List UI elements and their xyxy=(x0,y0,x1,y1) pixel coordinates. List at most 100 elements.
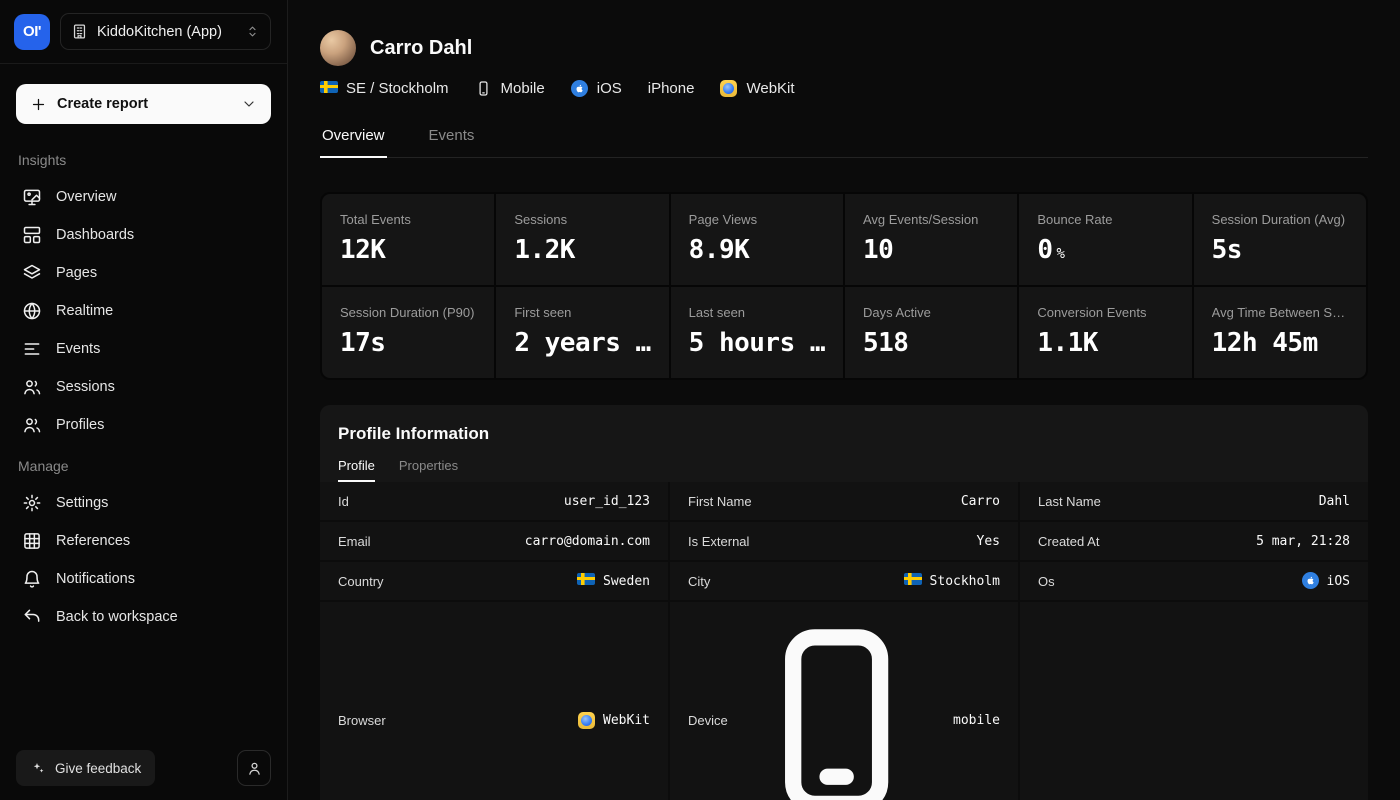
field-label: Id xyxy=(338,493,349,509)
sidebar-item-label: Overview xyxy=(56,189,117,205)
notifications-icon xyxy=(22,569,42,589)
meta-iphone: iPhone xyxy=(648,80,695,97)
sidebar-item-label: References xyxy=(56,533,131,549)
chevron-down-icon xyxy=(241,96,257,112)
stat-value: 12h 45m xyxy=(1211,328,1319,358)
tab-events[interactable]: Events xyxy=(428,127,475,144)
field-city: City Stockholm xyxy=(670,562,1018,600)
field-label: Browser xyxy=(338,713,386,729)
tab-overview[interactable]: Overview xyxy=(320,127,387,158)
create-report-button[interactable]: Create report xyxy=(16,84,271,124)
give-feedback-label: Give feedback xyxy=(55,760,142,776)
sidebar-item-realtime[interactable]: Realtime xyxy=(12,292,275,330)
stat-days-active: Days Active 518 xyxy=(844,287,1018,378)
stat-label: Page Views xyxy=(688,212,758,227)
stat-label: First seen xyxy=(514,305,572,320)
field-value: Sweden xyxy=(577,573,650,589)
stat-value: 10 xyxy=(862,235,894,265)
sidebar-item-label: Sessions xyxy=(56,379,115,395)
dashboards-icon xyxy=(22,225,42,245)
account-button[interactable] xyxy=(237,750,271,786)
meta-label: SE / Stockholm xyxy=(346,80,449,97)
nav-section-insights: Insights Overview Dashboards Pages Realt… xyxy=(12,138,275,444)
sidebar: OI' KiddoKitchen (App) Create report Ins… xyxy=(0,0,288,800)
stat-label: Session Duration (Avg) xyxy=(1211,212,1346,227)
app-logo[interactable]: OI' xyxy=(14,13,50,50)
meta-mobile: Mobile xyxy=(475,80,545,97)
table-row: Country Sweden City Stockholm Os iOS xyxy=(320,562,1368,600)
field-value: carro@domain.com xyxy=(524,533,650,549)
table-row: Email carro@domain.com Is External Yes C… xyxy=(320,522,1368,560)
profile-meta-row: SE / Stockholm Mobile iOS iPhone WebKit xyxy=(320,80,1368,97)
meta-webkit: WebKit xyxy=(720,80,795,97)
sidebar-item-references[interactable]: References xyxy=(12,522,275,560)
field-label: Country xyxy=(338,573,384,589)
give-feedback-button[interactable]: Give feedback xyxy=(16,750,156,786)
tab-properties[interactable]: Properties xyxy=(398,458,459,473)
back-icon xyxy=(22,607,42,627)
stat-label: Days Active xyxy=(862,305,931,320)
main-tabs: Overview Events xyxy=(320,127,1368,158)
field-label: City xyxy=(688,573,711,589)
sidebar-item-settings[interactable]: Settings xyxy=(12,484,275,522)
stat-label: Total Events xyxy=(340,212,411,227)
stat-value: 5s xyxy=(1211,235,1243,265)
field-label: Email xyxy=(338,533,371,549)
workspace-label: KiddoKitchen (App) xyxy=(97,23,222,40)
field-first-name: First Name Carro xyxy=(670,482,1018,520)
field-os: Os iOS xyxy=(1020,562,1368,600)
stat-value: 518 xyxy=(862,328,909,358)
profile-table: Id user_id_123 First Name Carro Last Nam… xyxy=(320,482,1368,800)
sidebar-item-dashboards[interactable]: Dashboards xyxy=(12,216,275,254)
sidebar-item-label: Pages xyxy=(56,265,98,281)
meta-label: iOS xyxy=(596,80,622,97)
create-report-label: Create report xyxy=(57,96,149,112)
chevrons-up-down-icon xyxy=(245,24,260,39)
stat-total-events: Total Events 12K xyxy=(322,194,495,285)
field-value: Stockholm xyxy=(903,573,1000,589)
sidebar-item-back-to-workspace[interactable]: Back to workspace xyxy=(12,598,275,636)
stat-label: Last seen xyxy=(688,305,746,320)
stat-value: 0% xyxy=(1037,235,1065,265)
sidebar-item-label: Back to workspace xyxy=(56,609,178,625)
sidebar-item-sessions[interactable]: Sessions xyxy=(12,368,275,406)
meta-label: Mobile xyxy=(500,80,545,97)
profile-card-tabs: Profile Properties xyxy=(338,458,1350,482)
smartphone-icon xyxy=(728,612,945,800)
workspace-selector[interactable]: KiddoKitchen (App) xyxy=(60,13,271,50)
sidebar-item-events[interactable]: Events xyxy=(12,330,275,368)
stat-label: Session Duration (P90) xyxy=(340,305,475,320)
webkit-icon xyxy=(578,711,596,730)
meta-ios: iOS xyxy=(570,80,622,97)
stat-value: 1.1K xyxy=(1037,328,1098,358)
sidebar-item-label: Settings xyxy=(56,495,109,511)
sidebar-item-notifications[interactable]: Notifications xyxy=(12,560,275,598)
smartphone-icon xyxy=(475,80,492,97)
meta-se-stockholm: SE / Stockholm xyxy=(320,80,449,97)
sidebar-item-label: Dashboards xyxy=(56,227,135,243)
field-label: Device xyxy=(688,713,728,729)
field-label: Last Name xyxy=(1038,493,1101,509)
field-id: Id user_id_123 xyxy=(320,482,668,520)
sidebar-item-pages[interactable]: Pages xyxy=(12,254,275,292)
sidebar-item-overview[interactable]: Overview xyxy=(12,178,275,216)
person-icon xyxy=(246,760,263,777)
page-title: Carro Dahl xyxy=(370,36,473,59)
events-icon xyxy=(22,339,42,359)
stat-label: Avg Events/Session xyxy=(862,212,979,227)
sidebar-item-profiles[interactable]: Profiles xyxy=(12,406,275,444)
stat-last-seen: Last seen 5 hours … xyxy=(670,287,843,378)
field-value: user_id_123 xyxy=(563,493,650,509)
field-value: 5 mar, 21:28 xyxy=(1256,533,1350,549)
table-row: Browser WebKit Device mobile xyxy=(320,602,1368,800)
stat-label: Conversion Events xyxy=(1037,305,1147,320)
field-device: Device mobile xyxy=(670,602,1018,800)
overview-icon xyxy=(22,187,42,207)
stat-value: 2 years … xyxy=(514,328,651,358)
field-created-at: Created At 5 mar, 21:28 xyxy=(1020,522,1368,560)
tab-profile[interactable]: Profile xyxy=(338,458,375,482)
stat-page-views: Page Views 8.9K xyxy=(670,194,843,285)
field-value: Carro xyxy=(960,493,1000,509)
field-browser: Browser WebKit xyxy=(320,602,668,800)
stat-bounce-rate: Bounce Rate 0% xyxy=(1019,194,1192,285)
